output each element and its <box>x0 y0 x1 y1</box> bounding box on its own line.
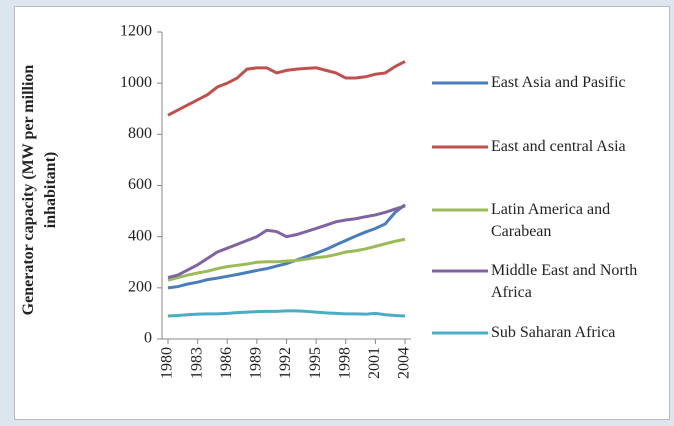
x-tick-label: 1998 <box>336 347 353 379</box>
legend-label: East Asia and Pasific <box>491 74 626 91</box>
x-tick-label: 2001 <box>366 347 383 379</box>
y-tick-label: 1200 <box>120 23 152 40</box>
legend-label: Sub Saharan Africa <box>491 324 616 341</box>
x-tick-label: 2004 <box>396 347 413 379</box>
series-line <box>167 309 406 318</box>
x-tick-label: 1983 <box>188 347 205 379</box>
y-tick-label: 1000 <box>120 74 152 91</box>
y-tick-label: 400 <box>128 227 152 244</box>
x-tick-label: 1995 <box>307 347 324 379</box>
legend-label: East and central Asia <box>491 138 626 155</box>
y-tick-label: 800 <box>128 125 152 142</box>
series-line <box>167 204 406 280</box>
series-line <box>167 237 406 282</box>
legend-label: Latin America and Carabean <box>491 201 611 240</box>
y-tick-label: 0 <box>144 330 152 347</box>
x-tick-label: 1980 <box>159 347 176 379</box>
series-line <box>167 60 406 117</box>
legend-label: Middle East and North Africa <box>491 262 638 301</box>
y-tick-label: 600 <box>128 176 152 193</box>
y-axis-label: Generator capacity (MW per million inhab… <box>20 64 59 316</box>
series-line <box>167 203 406 290</box>
x-tick-label: 1986 <box>218 347 235 379</box>
y-tick-label: 200 <box>128 279 152 296</box>
x-tick-label: 1992 <box>277 347 294 379</box>
x-tick-label: 1989 <box>248 347 265 379</box>
